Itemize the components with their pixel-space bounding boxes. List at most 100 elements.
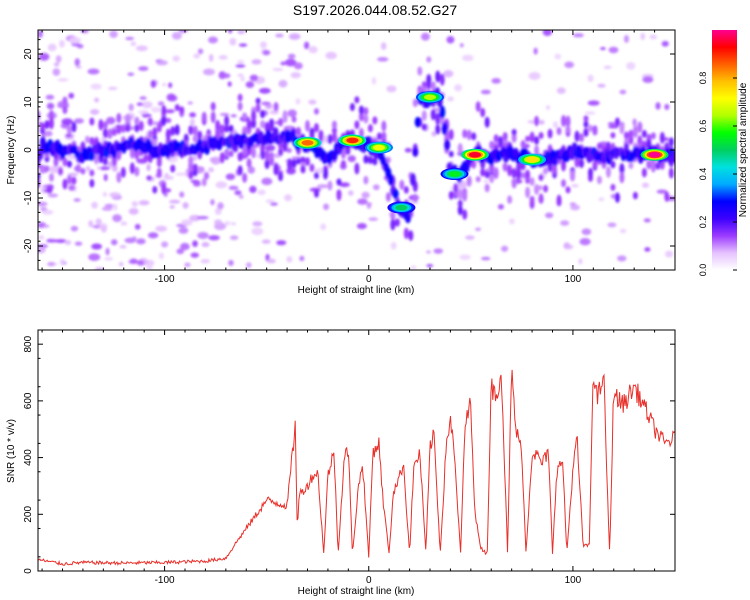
- spectral-noise-blob: [491, 78, 501, 84]
- snr-frame: [37, 329, 676, 572]
- spectral-streak: [102, 121, 108, 129]
- spectral-noise-blob: [443, 70, 454, 78]
- spectral-noise-blob: [46, 239, 58, 243]
- spectral-streak: [134, 149, 140, 160]
- y-tick-label: 400: [23, 449, 34, 466]
- spectral-noise-blob: [245, 81, 255, 88]
- spectral-noise-blob: [47, 261, 56, 267]
- spectral-noise-blob: [103, 173, 108, 182]
- spectral-noise-blob: [286, 148, 292, 153]
- spectral-noise-blob: [166, 93, 176, 102]
- spectral-noise-blob: [465, 235, 475, 240]
- spectral-noise-blob: [95, 218, 102, 226]
- spectral-ridge-cell: [439, 105, 446, 119]
- spectral-streak: [192, 125, 198, 136]
- spectral-noise-blob: [128, 207, 139, 215]
- spectral-streak: [116, 148, 122, 161]
- spectral-streak: [89, 117, 95, 126]
- spectral-streak: [215, 130, 221, 139]
- x-tick-label: 0: [366, 575, 372, 586]
- spectral-streak: [161, 113, 167, 126]
- spectral-noise-blob: [53, 62, 60, 67]
- colorbar-ticks: 0.0 0.2 0.4 0.6 0.8: [698, 72, 737, 277]
- spectral-streak: [525, 176, 531, 184]
- spectral-noise-blob: [146, 163, 151, 172]
- spectral-noise-blob: [270, 202, 278, 206]
- spectral-streak: [116, 113, 122, 124]
- spectral-streak: [242, 112, 248, 120]
- spectral-peak: [395, 204, 408, 211]
- spectral-streak: [313, 189, 319, 198]
- spectral-streak: [156, 167, 162, 178]
- spectral-noise-blob: [141, 101, 153, 109]
- spectral-noise-blob: [201, 241, 210, 248]
- spectral-noise-blob: [377, 56, 389, 62]
- spectral-streak: [147, 129, 153, 139]
- spectral-ridge-cell: [88, 151, 95, 161]
- spectral-noise-blob: [91, 243, 103, 250]
- spectral-noise-blob: [172, 55, 180, 62]
- spectral-noise-blob: [357, 198, 368, 205]
- spectral-streak: [457, 188, 463, 200]
- spectral-streak: [484, 170, 490, 179]
- spectral-streak: [188, 170, 194, 180]
- y-tick-label: -10: [23, 190, 34, 205]
- spectral-streak: [93, 153, 99, 165]
- spectral-streak: [466, 175, 472, 187]
- spectral-streak: [62, 157, 68, 167]
- colorbar-tick-label: 0.0: [698, 264, 708, 277]
- spectral-streak: [134, 123, 140, 133]
- spectral-streak: [462, 209, 468, 220]
- spectral-noise-blob: [180, 219, 193, 226]
- spectral-streak: [439, 73, 445, 86]
- spectral-streak: [349, 103, 355, 112]
- spectral-noise-blob: [238, 43, 248, 47]
- spectral-noise-blob: [607, 122, 616, 126]
- spectral-streak: [278, 172, 284, 182]
- spectral-streak: [412, 193, 418, 203]
- spectral-streak: [390, 210, 396, 221]
- spectral-noise-blob: [88, 220, 94, 228]
- spectral-streak: [435, 112, 441, 125]
- spectral-streak: [75, 163, 81, 173]
- snr-y-axis-label: SNR (10 * v/v): [6, 419, 17, 483]
- spectral-noise-blob: [47, 193, 59, 198]
- spectral-noise-blob: [276, 240, 287, 246]
- spectral-ridge-cell: [551, 156, 558, 166]
- spectral-noise-blob: [87, 68, 100, 75]
- spectral-ridge-cell: [392, 188, 399, 200]
- spectral-noise-blob: [168, 199, 181, 204]
- spectral-streak: [435, 124, 441, 135]
- spectral-streak: [255, 97, 261, 105]
- x-tick-label: -100: [155, 274, 175, 285]
- spectral-streak: [188, 155, 194, 166]
- spectral-streak: [291, 158, 297, 169]
- spectral-noise-blob: [118, 262, 124, 267]
- spectral-noise-blob: [286, 256, 293, 263]
- spectral-noise-blob: [446, 35, 455, 44]
- spectral-streak: [668, 137, 674, 147]
- spectral-noise-blob: [228, 30, 233, 34]
- spectral-streak: [614, 192, 620, 203]
- spectral-streak: [237, 165, 243, 176]
- spectral-streak: [574, 130, 580, 142]
- spectral-streak: [48, 173, 54, 182]
- spectral-ridge-cell: [387, 174, 394, 186]
- snr-series-line: [38, 369, 675, 566]
- spectral-noise-blob: [284, 194, 292, 202]
- spectral-noise-blob: [608, 46, 619, 54]
- spectral-noise-blob: [38, 235, 45, 240]
- spectral-streak: [278, 148, 284, 157]
- spectral-streak: [511, 128, 517, 136]
- spectral-streak: [170, 126, 176, 136]
- spectral-noise-blob: [175, 172, 187, 176]
- spectral-noise-blob: [538, 119, 545, 125]
- spectral-noise-blob: [656, 189, 668, 194]
- spectral-noise-blob: [619, 228, 627, 234]
- spectral-noise-blob: [169, 205, 176, 209]
- spectral-noise-blob: [556, 87, 566, 95]
- spectral-noise-blob: [251, 59, 262, 65]
- spectral-noise-blob: [508, 218, 515, 225]
- spectral-noise-blob: [579, 238, 591, 246]
- spectral-noise-blob: [218, 55, 228, 60]
